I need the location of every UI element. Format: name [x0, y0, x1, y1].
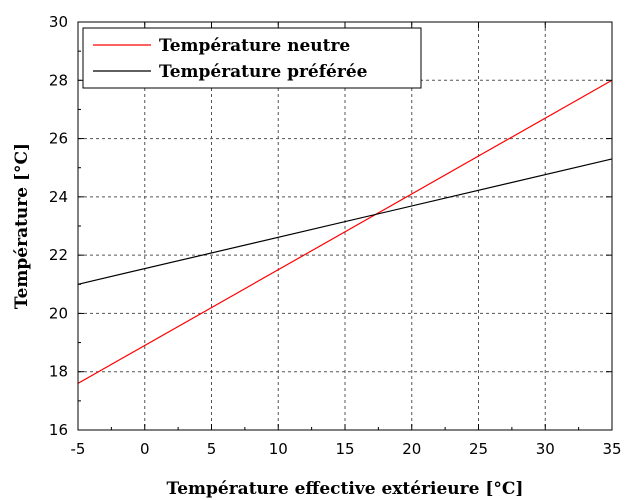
- axis-ticks: [77, 21, 613, 431]
- x-tick-label: 15: [335, 440, 354, 458]
- x-tick-label: 25: [469, 440, 488, 458]
- y-tick-label: 30: [49, 13, 68, 31]
- grid: [78, 22, 612, 430]
- y-tick-label: 24: [49, 188, 68, 206]
- series-line-2: [77, 158, 613, 285]
- x-tick-label: 20: [402, 440, 421, 458]
- y-tick-labels: 16 18 20 22 24 26 28 30: [49, 13, 68, 439]
- x-tick-label: 0: [140, 440, 150, 458]
- series-line-1: [77, 79, 613, 384]
- x-tick-label: -5: [71, 440, 86, 458]
- x-tick-label: 10: [269, 440, 288, 458]
- series-lines: [77, 79, 613, 384]
- legend-label-2: Température préférée: [159, 62, 368, 82]
- x-axis-label: Température effective extérieure [°C]: [167, 479, 524, 499]
- y-tick-label: 16: [49, 421, 68, 439]
- y-tick-label: 18: [49, 363, 68, 381]
- legend-box: [82, 27, 422, 89]
- legend: Température neutre Température préférée: [82, 27, 422, 89]
- x-tick-label: 35: [602, 440, 621, 458]
- y-tick-label: 20: [49, 304, 68, 322]
- y-tick-label: 28: [49, 71, 68, 89]
- x-tick-labels: -5 0 5 10 15 20 25 30 35: [71, 440, 622, 458]
- y-axis-label: Température [°C]: [12, 143, 32, 309]
- y-tick-label: 26: [49, 130, 68, 148]
- x-tick-label: 30: [536, 440, 555, 458]
- legend-label-1: Température neutre: [159, 36, 350, 56]
- y-tick-label: 22: [49, 246, 68, 264]
- x-tick-label: 5: [207, 440, 217, 458]
